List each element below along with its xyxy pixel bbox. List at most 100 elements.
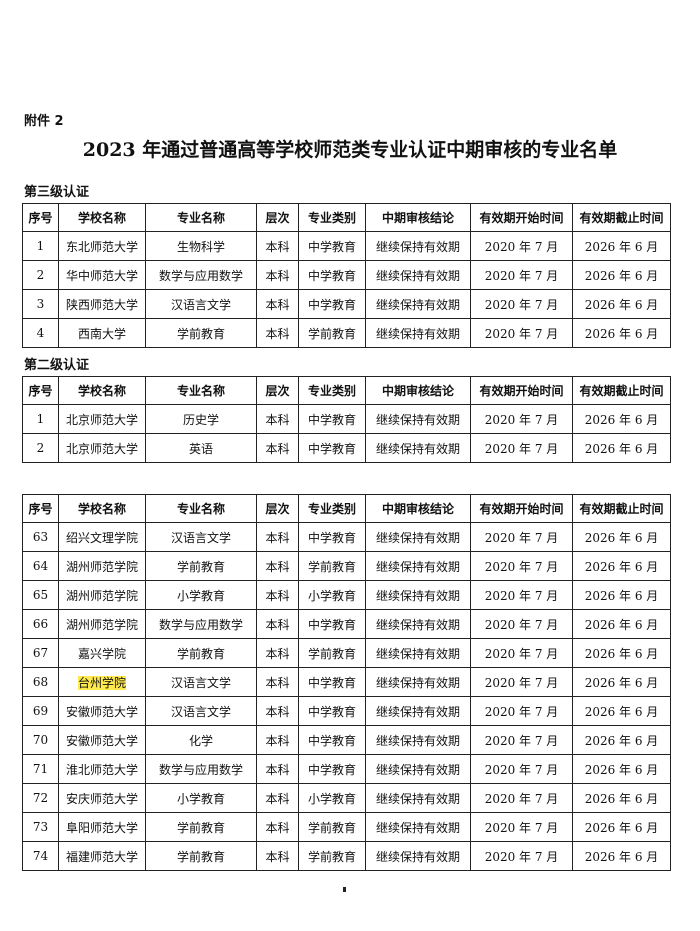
cell-text: 本科 bbox=[265, 441, 290, 456]
table-row: 66 湖州师范学院 数学与应用数学 本科 中学教育 继续保持有效期 2020 年 7 月 20… bbox=[22, 609, 671, 639]
table-cell: 本科 bbox=[256, 404, 299, 434]
cell-text: 2020 年 7 月 bbox=[484, 588, 559, 603]
table-row: 2 北京师范大学 英语 本科 中学教育 继续保持有效期 2020 年 7 月 2026 年 6… bbox=[22, 433, 671, 463]
cell-text: 本科 bbox=[265, 820, 290, 835]
cell-text: 中学教育 bbox=[307, 530, 356, 545]
table-cell: 2020 年 7 月 bbox=[470, 318, 573, 348]
column-header: 学校名称 bbox=[58, 494, 146, 523]
cell-text: 本科 bbox=[265, 559, 290, 574]
table-cell: 本科 bbox=[256, 725, 299, 755]
table-cell: 绍兴文理学院 bbox=[58, 522, 146, 552]
cell-text: 中学教育 bbox=[307, 617, 356, 632]
cell-text: 2026 年 6 月 bbox=[584, 646, 659, 661]
cell-text: 东北师范大学 bbox=[65, 239, 138, 254]
table-cell: 继续保持有效期 bbox=[365, 404, 471, 434]
table-cell: 2026 年 6 月 bbox=[572, 609, 671, 639]
table-cell: 74 bbox=[22, 841, 59, 871]
table-cell: 福建师范大学 bbox=[58, 841, 146, 871]
cell-text: 2020 年 7 月 bbox=[484, 791, 559, 806]
table-cell: 学前教育 bbox=[145, 638, 257, 668]
cell-text: 73 bbox=[32, 820, 49, 834]
cell-text: 中学教育 bbox=[307, 675, 356, 690]
cell-text: 学前教育 bbox=[307, 326, 356, 341]
table-cell: 2020 年 7 月 bbox=[470, 522, 573, 552]
table-cell: 中学教育 bbox=[298, 725, 366, 755]
cell-text: 继续保持有效期 bbox=[375, 791, 460, 806]
table-cell: 2026 年 6 月 bbox=[572, 433, 671, 463]
column-header: 有效期开始时间 bbox=[470, 494, 573, 523]
column-header: 专业类别 bbox=[298, 376, 366, 405]
table-cell: 华中师范大学 bbox=[58, 260, 146, 290]
cell-text: 本科 bbox=[265, 646, 290, 661]
table-cell: 小学教育 bbox=[298, 783, 366, 813]
table-cell: 汉语言文学 bbox=[145, 289, 257, 319]
cell-text: 学前教育 bbox=[176, 646, 225, 661]
cell-text: 2026 年 6 月 bbox=[584, 588, 659, 603]
table-cell: 64 bbox=[22, 551, 59, 581]
column-header: 有效期截止时间 bbox=[572, 203, 671, 232]
table-row: 63 绍兴文理学院 汉语言文学 本科 中学教育 继续保持有效期 2020 年 7 月 2026… bbox=[22, 522, 671, 552]
cell-text: 继续保持有效期 bbox=[375, 559, 460, 574]
table-cell: 本科 bbox=[256, 260, 299, 290]
cell-text: 华中师范大学 bbox=[65, 268, 138, 283]
table-cell: 2020 年 7 月 bbox=[470, 580, 573, 610]
table-cell: 本科 bbox=[256, 638, 299, 668]
cell-text: 汉语言文学 bbox=[170, 530, 231, 545]
table-cell: 小学教育 bbox=[298, 580, 366, 610]
cell-text: 2020 年 7 月 bbox=[484, 646, 559, 661]
table-cell: 继续保持有效期 bbox=[365, 609, 471, 639]
column-header: 专业类别 bbox=[298, 494, 366, 523]
table-cell: 本科 bbox=[256, 667, 299, 697]
table-cell: 2020 年 7 月 bbox=[470, 551, 573, 581]
table-cell: 2020 年 7 月 bbox=[470, 433, 573, 463]
table-cell: 学前教育 bbox=[298, 841, 366, 871]
table-cell: 汉语言文学 bbox=[145, 522, 257, 552]
cell-text: 小学教育 bbox=[176, 588, 225, 603]
table-cell: 小学教育 bbox=[145, 580, 257, 610]
table-cell: 2020 年 7 月 bbox=[470, 231, 573, 261]
cell-text: 学前教育 bbox=[176, 559, 225, 574]
cell-text: 数学与应用数学 bbox=[158, 762, 243, 777]
section-label-level3: 第三级认证 bbox=[24, 185, 90, 200]
table-cell: 66 bbox=[22, 609, 59, 639]
table-cell: 中学教育 bbox=[298, 231, 366, 261]
table-cell: 70 bbox=[22, 725, 59, 755]
table-cell: 73 bbox=[22, 812, 59, 842]
table-cell: 中学教育 bbox=[298, 404, 366, 434]
table-cell: 安庆师范大学 bbox=[58, 783, 146, 813]
column-header: 层次 bbox=[256, 376, 299, 405]
table-cell: 本科 bbox=[256, 551, 299, 581]
cell-text: 本科 bbox=[265, 239, 290, 254]
cell-text: 2020 年 7 月 bbox=[484, 441, 559, 456]
table-cell: 2020 年 7 月 bbox=[470, 260, 573, 290]
table-cell: 继续保持有效期 bbox=[365, 580, 471, 610]
table-cell: 继续保持有效期 bbox=[365, 812, 471, 842]
column-header: 专业类别 bbox=[298, 203, 366, 232]
cell-text: 汉语言文学 bbox=[170, 297, 231, 312]
cell-text: 化学 bbox=[188, 733, 213, 748]
table-cell: 2 bbox=[22, 260, 59, 290]
table-cell: 阜阳师范大学 bbox=[58, 812, 146, 842]
table-cell: 小学教育 bbox=[145, 783, 257, 813]
cell-text: 北京师范大学 bbox=[65, 441, 138, 456]
table-cell: 2026 年 6 月 bbox=[572, 318, 671, 348]
table-cell: 中学教育 bbox=[298, 667, 366, 697]
cell-text: 本科 bbox=[265, 412, 290, 427]
cell-text: 继续保持有效期 bbox=[375, 820, 460, 835]
table-cell: 继续保持有效期 bbox=[365, 318, 471, 348]
column-header: 学校名称 bbox=[58, 376, 146, 405]
column-header: 有效期开始时间 bbox=[470, 376, 573, 405]
cell-text: 学前教育 bbox=[307, 849, 356, 864]
cell-text: 2020 年 7 月 bbox=[484, 762, 559, 777]
column-header: 序号 bbox=[22, 494, 59, 523]
cell-text: 学前教育 bbox=[307, 559, 356, 574]
table-cell: 2020 年 7 月 bbox=[470, 289, 573, 319]
cell-text: 2026 年 6 月 bbox=[584, 530, 659, 545]
cell-text: 继续保持有效期 bbox=[375, 849, 460, 864]
table-cell: 继续保持有效期 bbox=[365, 551, 471, 581]
table-row: 70 安徽师范大学 化学 本科 中学教育 继续保持有效期 2020 年 7 月 2026 年 … bbox=[22, 725, 671, 755]
table-row: 1 东北师范大学 生物科学 本科 中学教育 继续保持有效期 2020 年 7 月 2026 年… bbox=[22, 231, 671, 261]
table-cell: 69 bbox=[22, 696, 59, 726]
table-cell: 本科 bbox=[256, 754, 299, 784]
cell-text: 68 bbox=[32, 675, 49, 689]
